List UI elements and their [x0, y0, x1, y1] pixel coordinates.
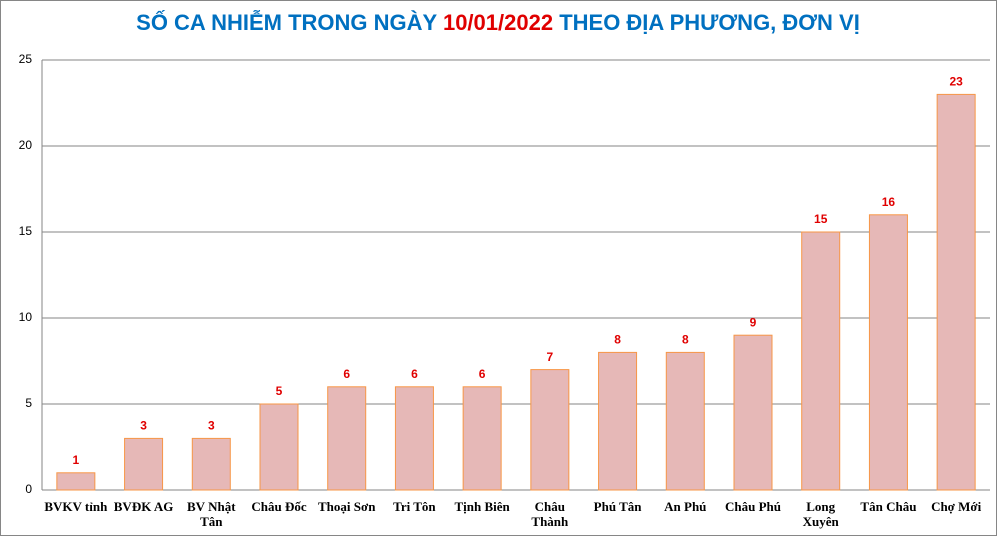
bar [733, 334, 773, 491]
x-tick-label: Châu Phú [725, 499, 781, 514]
value-label: 1 [73, 453, 80, 467]
x-tick-label: An Phú [664, 499, 706, 514]
x-tick-label: Tri Tôn [393, 499, 436, 514]
chart-title: SỐ CA NHIỄM TRONG NGÀY 10/01/2022 THEO Đ… [136, 9, 860, 35]
y-tick-label: 15 [19, 224, 33, 238]
x-tick-label: Long Xuyên [803, 499, 840, 529]
bar [327, 386, 367, 491]
x-tick-line: BVĐK AG [114, 499, 174, 514]
x-tick-line: Châu Phú [725, 499, 781, 514]
x-tick-line: Châu [535, 499, 565, 514]
x-tick-line: Chợ Mới [931, 499, 982, 514]
x-tick-line: BVKV tỉnh [44, 499, 108, 514]
x-tick-label: Tịnh Biên [455, 499, 511, 514]
bar [56, 472, 96, 491]
x-tick-label: Phú Tân [594, 499, 643, 514]
value-label: 7 [547, 350, 554, 364]
x-tick-label: BV Nhật Tân [187, 499, 236, 529]
bar [259, 403, 299, 491]
x-tick-line: Châu Đốc [251, 499, 306, 514]
bar [124, 437, 164, 491]
bar [462, 386, 502, 491]
x-tick-label: Châu Đốc [251, 499, 306, 514]
y-tick-label: 0 [25, 482, 32, 496]
bar [868, 214, 908, 491]
x-tick-line: Tân [200, 514, 223, 529]
value-label: 6 [479, 367, 486, 381]
bar [665, 351, 705, 491]
x-tick-line: Tri Tôn [393, 499, 436, 514]
y-tick-label: 5 [25, 396, 32, 410]
y-tick-label: 25 [19, 52, 33, 66]
x-tick-line: Thoại Sơn [318, 499, 376, 514]
x-tick-line: Thành [531, 514, 569, 529]
x-tick-label: Tân Châu [860, 499, 916, 514]
x-tick-line: BV Nhật [187, 499, 236, 514]
x-tick-label: BVĐK AG [114, 499, 174, 514]
value-label: 15 [814, 212, 828, 226]
x-tick-label: Chợ Mới [931, 499, 982, 514]
value-label: 6 [411, 367, 418, 381]
x-tick-label: BVKV tỉnh [44, 499, 108, 514]
value-label: 3 [140, 419, 147, 433]
x-tick-line: Tịnh Biên [455, 499, 511, 514]
value-label: 16 [882, 195, 896, 209]
value-label: 6 [343, 367, 350, 381]
value-label: 9 [750, 315, 757, 329]
bar [598, 351, 638, 491]
title-part: THEO ĐỊA PHƯƠNG, ĐƠN VỊ [559, 10, 860, 35]
value-label: 3 [208, 419, 215, 433]
y-tick-label: 20 [19, 138, 33, 152]
x-tick-line: Long [806, 499, 835, 514]
value-label: 23 [949, 75, 963, 89]
bar [936, 93, 976, 491]
bar [530, 369, 570, 491]
value-label: 5 [276, 384, 283, 398]
x-tick-line: Phú Tân [594, 499, 643, 514]
x-tick-line: Tân Châu [860, 499, 916, 514]
x-tick-label: Thoại Sơn [318, 499, 376, 514]
x-tick-line: Xuyên [803, 514, 840, 529]
y-tick-label: 10 [19, 310, 33, 324]
title-part: SỐ CA NHIỄM TRONG NGÀY [136, 9, 437, 35]
value-label: 8 [682, 333, 689, 347]
bar [394, 386, 434, 491]
title-date: 10/01/2022 [443, 10, 553, 35]
bar [191, 437, 231, 491]
bar [801, 231, 841, 491]
x-tick-line: An Phú [664, 499, 706, 514]
x-tick-label: Châu Thành [531, 499, 569, 529]
value-label: 8 [614, 333, 621, 347]
